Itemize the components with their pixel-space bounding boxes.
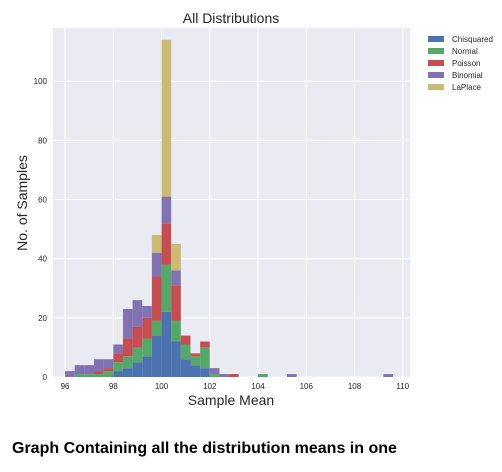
bar-normal	[258, 374, 268, 377]
x-axis-ticks: 96 98 100 102 104 106 108 110	[61, 382, 410, 391]
bar-normal	[190, 356, 201, 366]
bar-chisquared	[122, 368, 133, 377]
x-axis-label: Sample Mean	[188, 392, 274, 408]
x-tick-label: 100	[155, 382, 169, 391]
legend-swatch-binomial	[428, 72, 444, 78]
bar-binomial	[151, 252, 162, 277]
legend-swatch-chisquared	[428, 36, 444, 42]
y-tick-label: 40	[38, 255, 47, 264]
bar-normal	[84, 374, 95, 377]
y-tick-label: 80	[38, 136, 47, 145]
bar-binomial	[103, 359, 114, 369]
bar-binomial	[171, 270, 181, 286]
bar-poisson	[142, 317, 152, 339]
bar-poisson	[161, 223, 172, 265]
bars-group	[65, 39, 394, 377]
bar-chisquared	[200, 368, 210, 377]
bar-chisquared	[180, 359, 191, 377]
x-tick-label: 98	[109, 382, 118, 391]
bar-chisquared	[171, 341, 181, 377]
bar-binomial	[84, 365, 95, 375]
bar-binomial	[65, 371, 75, 377]
bar-normal	[171, 320, 181, 342]
bar-poisson	[180, 335, 191, 345]
bar-poisson	[200, 341, 210, 348]
bar-normal	[200, 347, 210, 369]
legend-label-laplace: LaPlace	[452, 83, 481, 92]
histogram-chart: 96 98 100 102 104 106 108 110 0 20 40 60 80 100 All …	[14, 10, 493, 408]
y-tick-label: 100	[34, 77, 48, 86]
bar-binomial	[209, 368, 220, 375]
bar-binomial	[161, 196, 172, 224]
x-tick-label: 108	[348, 382, 362, 391]
bar-chisquared	[113, 371, 123, 377]
plot-area	[53, 28, 410, 377]
bar-chisquared	[142, 356, 152, 377]
bar-binomial	[219, 374, 230, 377]
x-tick-label: 96	[61, 382, 70, 391]
bar-chisquared	[132, 362, 143, 377]
legend-swatch-laplace	[428, 84, 444, 90]
bar-binomial	[142, 306, 152, 318]
legend-label-normal: Normal	[452, 47, 478, 56]
figure-caption: Graph Containing all the distribution me…	[12, 440, 397, 457]
bar-normal	[161, 264, 172, 312]
bar-normal	[113, 362, 123, 372]
bar-poisson	[190, 353, 201, 357]
y-axis-label: No. of Samples	[14, 155, 30, 251]
bar-chisquared	[190, 365, 201, 377]
bar-poisson	[171, 285, 181, 321]
grid-lines	[53, 28, 410, 378]
bar-binomial	[286, 374, 297, 377]
bar-normal	[74, 374, 85, 377]
legend-label-binomial: Binomial	[452, 71, 483, 80]
bar-normal	[209, 374, 220, 377]
bar-poisson	[94, 371, 104, 375]
bar-chisquared	[151, 335, 162, 377]
bar-poisson	[122, 338, 133, 357]
y-tick-label: 60	[38, 196, 47, 205]
legend: Chisquared Normal Poisson Binomial LaPlace	[428, 35, 493, 92]
bar-laplace	[151, 235, 162, 253]
bar-binomial	[94, 359, 104, 372]
legend-label-chisquared: Chisquared	[452, 35, 493, 44]
legend-swatch-normal	[428, 48, 444, 54]
bar-chisquared	[161, 311, 172, 377]
bar-poisson	[229, 374, 239, 377]
x-tick-label: 104	[251, 382, 265, 391]
bar-normal	[180, 344, 191, 360]
y-tick-label: 20	[38, 314, 47, 323]
bar-poisson	[151, 276, 162, 321]
bar-normal	[142, 338, 152, 357]
legend-label-poisson: Poisson	[452, 59, 480, 68]
bar-laplace	[171, 243, 181, 271]
bar-normal	[132, 347, 143, 363]
legend-swatch-poisson	[428, 60, 444, 66]
bar-binomial	[383, 374, 394, 377]
x-tick-label: 102	[203, 382, 217, 391]
bar-binomial	[113, 344, 123, 354]
x-tick-label: 106	[300, 382, 314, 391]
x-tick-label: 110	[396, 382, 409, 391]
bar-laplace	[161, 39, 172, 197]
bar-binomial	[132, 300, 143, 327]
bar-normal	[103, 371, 114, 377]
bar-poisson	[103, 368, 114, 372]
chart-title: All Distributions	[183, 10, 279, 26]
bar-poisson	[113, 353, 123, 363]
bar-normal	[122, 356, 133, 369]
y-tick-label: 0	[43, 373, 48, 382]
y-axis-ticks: 0 20 40 60 80 100	[34, 77, 48, 382]
bar-poisson	[132, 326, 143, 348]
bar-binomial	[74, 365, 85, 375]
bar-normal	[151, 320, 162, 336]
bar-binomial	[122, 308, 133, 339]
bar-normal	[94, 374, 104, 377]
